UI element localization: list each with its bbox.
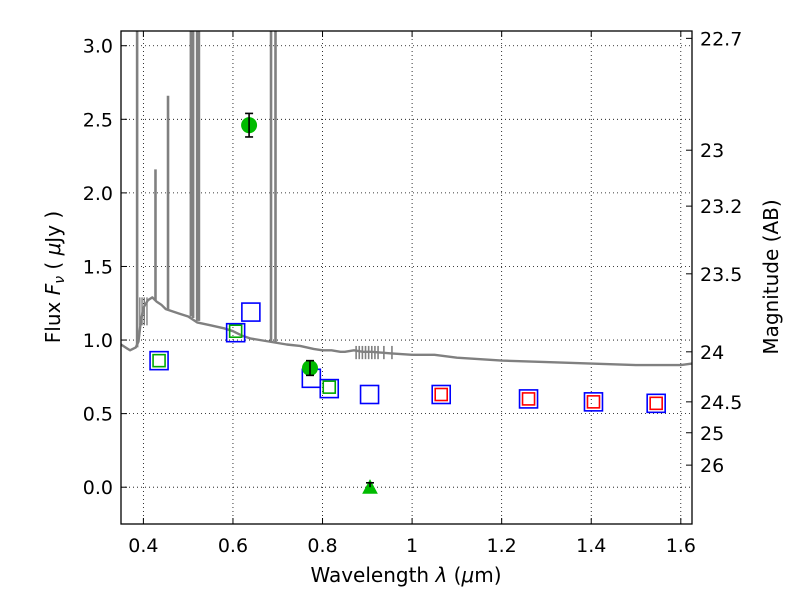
y2-tick-label: 26	[700, 455, 724, 477]
model-photometry-square-blue	[431, 384, 452, 405]
y-tick-label: 3.0	[83, 36, 113, 58]
x-tick-label: 0.4	[128, 535, 158, 557]
y2-tick-label: 23.5	[700, 264, 742, 286]
x-axis-label: Wavelength λ (μm)	[310, 563, 501, 587]
model-photometry-square-blue	[149, 350, 169, 371]
model-photometry-square-blue	[359, 384, 380, 405]
x-tick-label: 1.2	[487, 535, 517, 557]
y-tick-label: 1.0	[83, 330, 113, 352]
model-photometry-square-green	[228, 324, 243, 339]
model-photometry-square-blue	[319, 378, 340, 399]
model-photometry-square-red	[649, 396, 663, 411]
y2-tick-label: 25	[700, 423, 724, 445]
y-tick-label: 2.5	[83, 109, 113, 131]
model-photometry-square-blue	[583, 392, 604, 412]
y2-tick-label: 24	[700, 342, 724, 364]
model-photometry-square-green	[322, 380, 337, 394]
x-tick-label: 0.8	[307, 535, 337, 557]
y2-axis-label: Magnitude (AB)	[759, 199, 783, 354]
y-tick-label: 2.0	[83, 183, 113, 205]
model-photometry-square-blue	[518, 389, 539, 409]
y2-tick-label: 24.5	[700, 392, 742, 414]
y2-tick-label: 23.2	[700, 196, 742, 218]
x-tick-label: 1.6	[666, 535, 696, 557]
y-tick-label: 0.5	[83, 404, 113, 426]
y-tick-label: 0.0	[83, 477, 113, 499]
model-photometry-square-blue	[241, 302, 261, 322]
model-photometry-square-blue	[225, 322, 246, 343]
x-tick-label: 1	[406, 535, 418, 557]
y-axis-label: Flux Fν ( μJy )	[41, 211, 68, 343]
model-photometry-square-blue	[646, 393, 666, 414]
model-photometry-square-red	[586, 395, 601, 409]
x-tick-label: 1.4	[576, 535, 606, 557]
axes-frame	[120, 30, 693, 525]
model-photometry-square-red	[434, 387, 449, 402]
x-tick-label: 0.6	[218, 535, 248, 557]
y-tick-label: 1.5	[83, 256, 113, 278]
plot-area	[120, 31, 693, 494]
y2-tick-label: 22.7	[700, 28, 742, 50]
grid-lines	[121, 31, 692, 524]
y2-tick-label: 23	[700, 140, 724, 162]
tick-marks	[121, 31, 692, 524]
tick-labels: 0.4 0.6 0.8 1 1.2 1.4 1.6 0.0 0.5 1.0 1.5 2.0 2.5 3.0…	[83, 28, 743, 557]
model-spectrum-line	[120, 296, 693, 367]
model-photometry-square-red	[521, 392, 536, 406]
model-photometry-square-green	[152, 353, 166, 368]
